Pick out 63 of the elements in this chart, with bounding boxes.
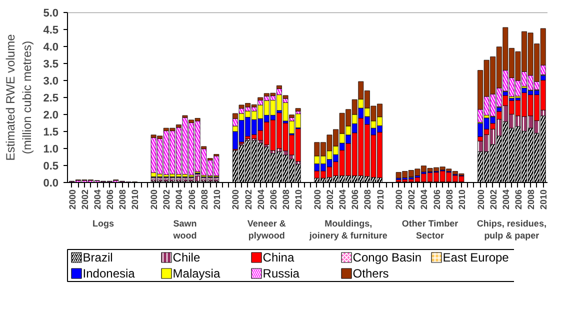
x-tick-label: 2006 xyxy=(268,189,278,210)
x-tick-label: 2008 xyxy=(362,189,373,210)
x-tick-label: 2006 xyxy=(105,189,116,210)
y-axis-title: Estimated RWE volume (million cubic metres) xyxy=(3,34,34,161)
legend-label: East Europe xyxy=(442,250,510,264)
legend-label: Russia xyxy=(262,266,300,280)
text: Sawn wood xyxy=(172,218,197,240)
y-tick-label: 2.5 xyxy=(43,92,59,104)
x-tick-label: 2008 xyxy=(118,189,128,210)
text: Mouldings, joinery & furniture xyxy=(308,218,388,240)
y-tick-label: 5.0 xyxy=(43,8,59,20)
x-tick-label: 2000 xyxy=(230,189,241,210)
y-tick-label: 3.5 xyxy=(43,58,59,70)
y-tick-label: 4.5 xyxy=(43,24,59,36)
x-tick-label: 2006 xyxy=(350,189,360,210)
legend-label: China xyxy=(262,250,294,264)
x-tick-label: 2006 xyxy=(186,189,197,210)
text: Other Timber Sector xyxy=(402,218,459,240)
legend-label: Congo Basin xyxy=(352,250,422,264)
x-tick-label: 2004 xyxy=(338,189,348,210)
y-tick-label: 0.5 xyxy=(43,160,59,172)
x-tick-label: 2010 xyxy=(212,189,222,210)
x-tick-label: 2004 xyxy=(419,189,430,210)
y-tick-label: 1.0 xyxy=(43,144,59,156)
text: Logs xyxy=(92,218,114,228)
x-tick-label: 2008 xyxy=(526,189,536,210)
x-tick-label: 2010 xyxy=(538,189,549,210)
legend-label: Others xyxy=(352,266,389,280)
legend-label: Chile xyxy=(172,250,200,264)
x-tick-label: 2000 xyxy=(476,189,486,210)
x-tick-label: 2004 xyxy=(174,189,184,210)
x-tick-label: 2002 xyxy=(488,189,498,210)
x-tick-label: 2008 xyxy=(199,189,210,210)
y-tick-label: 1.5 xyxy=(43,126,59,138)
y-tick-label: 2.0 xyxy=(43,110,59,122)
legend-label: Indonesia xyxy=(82,266,136,280)
x-tick-label: 2000 xyxy=(67,189,78,210)
x-tick-label: 2000 xyxy=(312,189,322,210)
x-tick-label: 2006 xyxy=(513,189,524,210)
x-tick-label: 2010 xyxy=(456,189,467,210)
x-tick-label: 2002 xyxy=(80,189,90,210)
x-tick-label: 2010 xyxy=(294,189,304,210)
x-tick-label: 2010 xyxy=(375,189,386,210)
text: Veneer & plywood xyxy=(247,218,286,240)
x-tick-label: 2004 xyxy=(92,189,103,210)
legend-label: Brazil xyxy=(82,250,113,264)
x-tick-label: 2002 xyxy=(162,189,172,210)
text: Chips, residues, pulp & paper xyxy=(476,218,546,240)
x-tick-label: 2002 xyxy=(243,189,254,210)
x-tick-label: 2000 xyxy=(394,189,404,210)
x-tick-label: 2010 xyxy=(130,189,140,210)
x-tick-label: 2008 xyxy=(444,189,454,210)
y-tick-label: 4.0 xyxy=(43,42,59,54)
x-tick-label: 2008 xyxy=(281,189,292,210)
x-tick-label: 2002 xyxy=(406,189,417,210)
x-tick-label: 2004 xyxy=(500,189,511,210)
legend-label: Malaysia xyxy=(172,266,220,280)
y-tick-label: 0.0 xyxy=(43,178,59,190)
x-tick-label: 2000 xyxy=(149,189,160,210)
y-tick-label: 3.0 xyxy=(43,76,59,88)
x-tick-label: 2006 xyxy=(432,189,442,210)
x-tick-label: 2004 xyxy=(256,189,266,210)
x-tick-label: 2002 xyxy=(324,189,335,210)
